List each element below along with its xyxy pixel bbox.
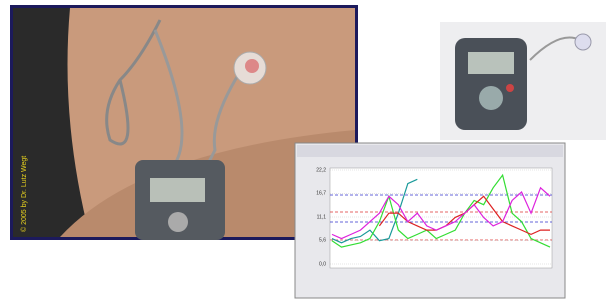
pump-device xyxy=(455,38,527,130)
page: © 2005 by Dr. Lutz Wegt 0,0 5,6 11,1 16,7 22… xyxy=(0,0,608,300)
y-tick-label: 16,7 xyxy=(316,191,326,197)
y-tick-label: 0,0 xyxy=(319,261,326,267)
y-tick-label: 5,6 xyxy=(319,238,326,244)
pump-button xyxy=(168,212,188,232)
pump-screen xyxy=(150,178,205,202)
pump-button xyxy=(479,86,503,110)
infusion-set-center xyxy=(245,59,259,73)
pump-button xyxy=(506,84,514,92)
y-tick-label: 22,2 xyxy=(316,167,326,173)
infusion-set xyxy=(575,34,591,50)
y-tick-label: 11,1 xyxy=(317,214,327,220)
chart-window xyxy=(295,143,565,298)
copyright: © 2005 by Dr. Lutz Wegt xyxy=(20,156,28,232)
pump-screen xyxy=(468,52,514,74)
device-photo xyxy=(440,22,606,140)
plot-area xyxy=(330,168,552,268)
window-header xyxy=(297,145,563,157)
